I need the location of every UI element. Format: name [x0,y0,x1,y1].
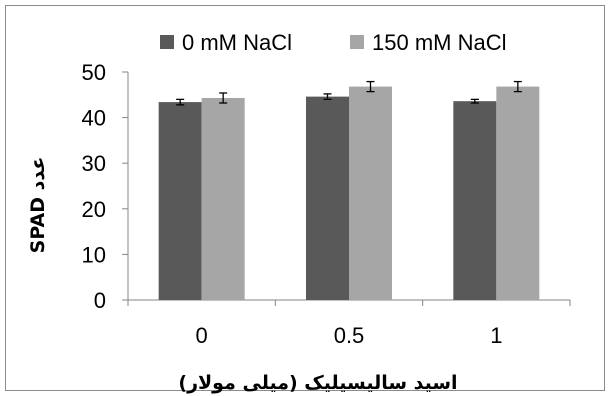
bar-series-0-cat-0 [158,102,202,300]
legend-label-series-1: 150 mM NaCl [372,30,506,55]
legend-swatch-series-0 [160,35,174,49]
y-axis: 0 10 20 30 40 50 [82,60,129,313]
y-axis-title: SPAD عدد [27,157,49,254]
y-tick-label: 10 [82,242,106,267]
y-tick-label: 20 [82,197,106,222]
bar-series-1-cat-2 [496,86,540,300]
y-tick-label: 0 [94,288,106,313]
x-axis-title: اسید سالیسیلیک (میلی مولار) [178,372,457,394]
bar-series-0-cat-1 [306,96,349,301]
x-axis: 0 0.5 1 [127,299,571,348]
legend-label-series-0: 0 mM NaCl [182,30,292,55]
bar-series-1-cat-1 [349,86,392,300]
x-tick-label: 0.5 [334,323,365,348]
bar-series-1-cat-0 [201,97,245,300]
x-tick-label: 1 [490,323,502,348]
legend: 0 mM NaCl 150 mM NaCl [160,30,506,55]
bars [158,80,540,301]
x-tick-label: 0 [196,323,208,348]
y-tick-label: 50 [82,60,106,85]
y-tick-label: 30 [82,151,106,176]
y-tick-label: 40 [82,106,106,131]
bar-series-0-cat-2 [453,101,497,301]
legend-swatch-series-1 [350,35,364,49]
